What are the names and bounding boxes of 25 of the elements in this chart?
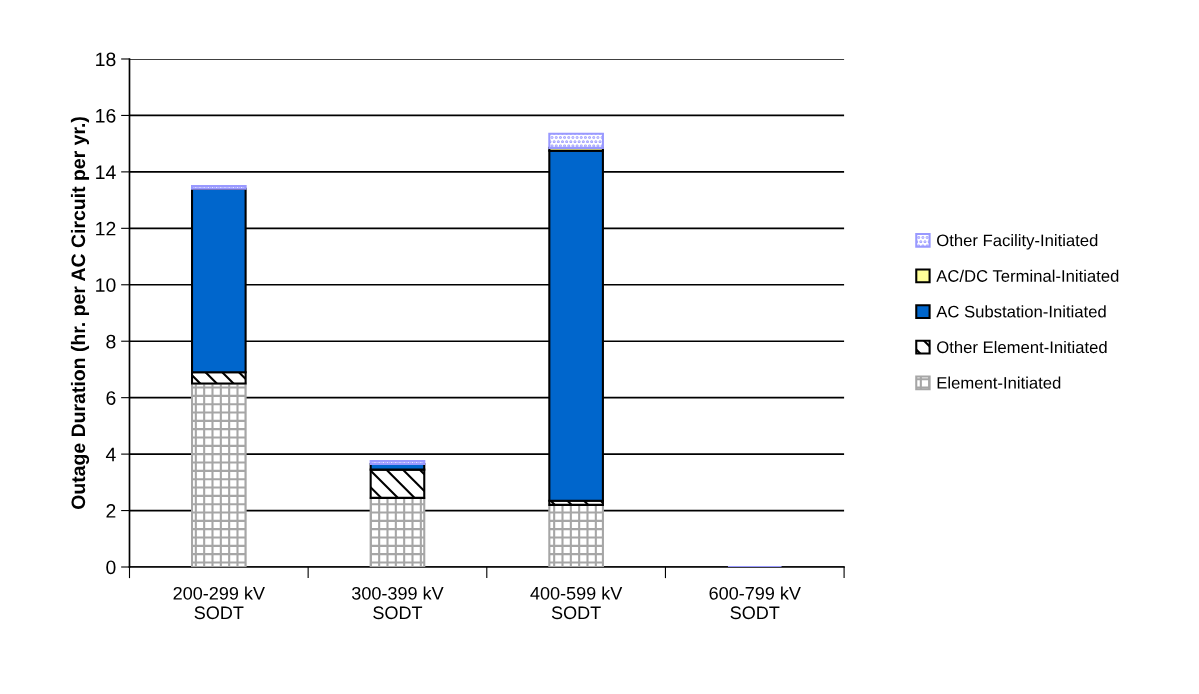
y-tick-label: 14 <box>96 165 116 179</box>
y-tick-label: 10 <box>96 278 116 293</box>
legend-label: AC Substation-Initiated <box>936 305 1106 318</box>
x-tick-label: 200-299 kV SODT <box>173 586 265 620</box>
bar <box>190 382 247 567</box>
legend-label: Other Element-Initiated <box>937 340 1107 354</box>
bar <box>548 503 604 567</box>
legend-label: AC/DC Terminal-Initiated <box>936 269 1119 282</box>
x-tick-label: 400-599 kV SODT <box>530 586 623 620</box>
y-tick-label: 12 <box>96 221 116 236</box>
y-tick-label: 4 <box>105 447 116 462</box>
bar <box>548 132 604 149</box>
x-tick-label: 300-399 kV SODT <box>351 586 444 620</box>
y-tick-label: 6 <box>106 391 116 405</box>
y-axis-title: Outage Duration (hr. per AC Circuit per yr.) <box>70 117 90 509</box>
y-tick-label: 18 <box>96 52 116 67</box>
legend-label: Other Facility-Initiated <box>937 234 1098 250</box>
bar <box>369 468 426 499</box>
y-tick-label: 0 <box>106 560 116 575</box>
y-tick-label: 16 <box>96 108 116 123</box>
x-tick-label: 600-799 kV SODT <box>709 586 801 620</box>
y-tick-label: 8 <box>106 334 116 349</box>
bar <box>369 496 426 567</box>
y-tick-label: 2 <box>106 504 116 518</box>
legend-label: Element-Initiated <box>937 376 1061 389</box>
